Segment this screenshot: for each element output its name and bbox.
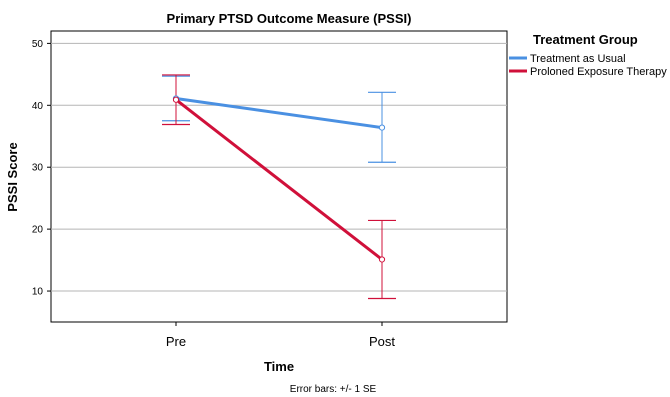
- x-axis-ticks: Pre Post: [166, 322, 395, 349]
- legend-label: Proloned Exposure Therapy: [530, 66, 667, 78]
- legend: Treatment Group Treatment as UsualProlon…: [509, 32, 667, 78]
- y-tick-label: 10: [32, 287, 44, 298]
- y-axis-label: PSSI Score: [5, 142, 20, 211]
- plot-area: 10 20 30 40 50 Pre Post: [32, 30, 508, 349]
- y-tick-label: 30: [32, 163, 44, 174]
- chart-title: Primary PTSD Outcome Measure (PSSI): [167, 11, 412, 26]
- x-tick-label: Post: [369, 334, 395, 349]
- y-tick-label: 20: [32, 225, 44, 236]
- y-axis-ticks: 10 20 30 40 50: [32, 39, 51, 298]
- data-point: [378, 124, 386, 131]
- x-axis-label: Time: [264, 359, 294, 374]
- error-bars: [162, 74, 396, 300]
- data-point: [378, 256, 386, 263]
- data-points: [172, 95, 386, 263]
- error-bar-note: Error bars: +/- 1 SE: [290, 384, 377, 395]
- series-line: [175, 98, 383, 261]
- data-point: [172, 96, 180, 103]
- plot-frame: [50, 30, 508, 323]
- legend-title: Treatment Group: [533, 32, 638, 47]
- series-lines: [175, 97, 383, 261]
- x-tick-label: Pre: [166, 334, 186, 349]
- gridlines: [51, 42, 507, 292]
- legend-label: Treatment as Usual: [530, 53, 626, 65]
- series-line: [175, 97, 383, 130]
- y-tick-label: 40: [32, 101, 44, 112]
- y-tick-label: 50: [32, 39, 44, 50]
